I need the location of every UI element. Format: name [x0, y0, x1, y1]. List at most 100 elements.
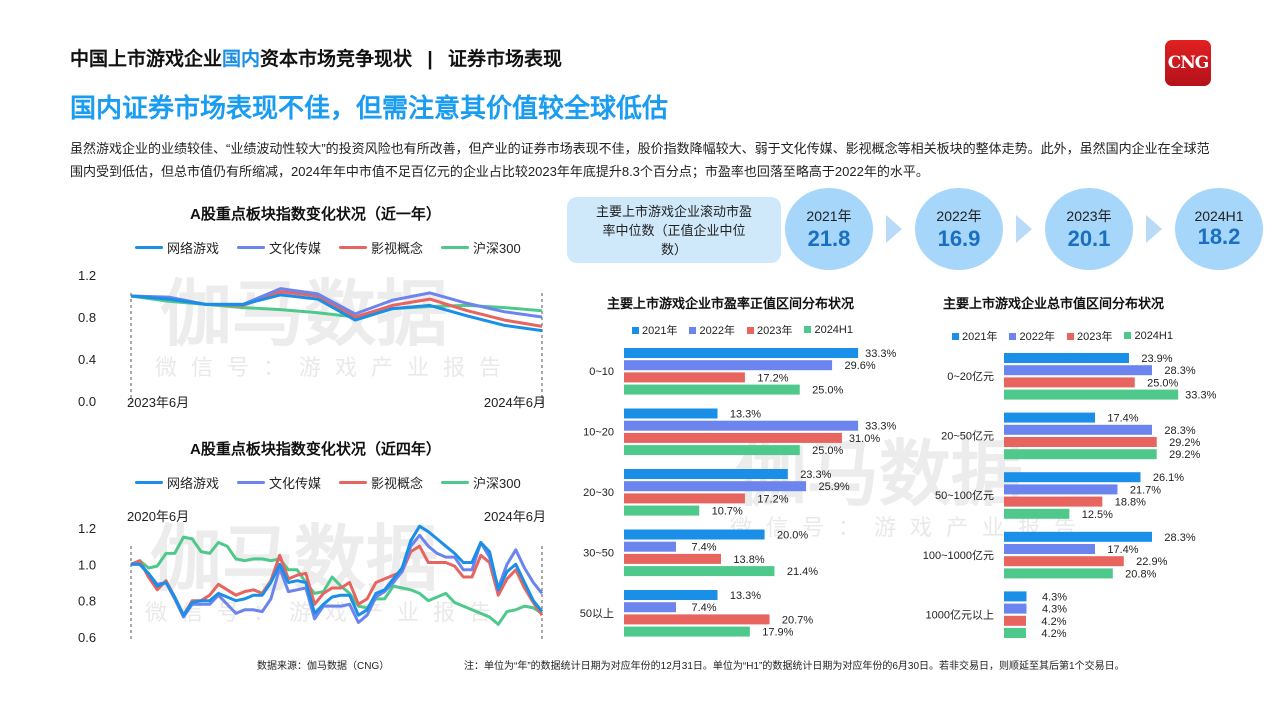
series-line-沪深300 [130, 535, 543, 626]
category-label: 20~50亿元 [941, 430, 994, 443]
bar-value-label: 26.1% [1153, 472, 1184, 484]
page-header: 中国上市游戏企业国内资本市场竞争现状 | 证券市场表现 [70, 44, 562, 71]
line-chart-2-legend: 网络游戏 文化传媒 影视概念 沪深300 [135, 473, 521, 492]
bar-2023年 [1004, 556, 1124, 567]
legend-label: 影视概念 [371, 476, 424, 491]
category-label: 10~20 [583, 427, 614, 439]
bar-2024H1 [624, 505, 700, 516]
bar-value-label: 4.2% [1041, 616, 1066, 628]
bar-2023年 [624, 432, 842, 443]
category-label: 20~30 [583, 487, 614, 499]
bar-value-label: 20.0% [777, 530, 808, 542]
bar-value-label: 20.8% [1125, 568, 1156, 580]
bar-value-label: 7.4% [691, 602, 716, 614]
arrow-right-icon [1016, 215, 1032, 243]
legend-item: 影视概念 [339, 473, 423, 492]
category-label: 50以上 [580, 607, 614, 620]
bar-value-label: 7.4% [691, 542, 716, 554]
bar-value-label: 25.9% [818, 481, 849, 493]
bar-value-label: 17.2% [757, 372, 788, 384]
bar-2022年 [624, 541, 677, 552]
bar-2024H1 [624, 384, 800, 395]
pe-year: 2021年 [806, 208, 852, 224]
legend-label: 2021年 [962, 331, 998, 343]
x-end-label: 2024年6月 [484, 509, 546, 524]
category-label: 0~20亿元 [947, 370, 994, 383]
bar-value-label: 10.7% [712, 506, 743, 518]
y-tick-label: 1.0 [78, 557, 96, 572]
bar-2021年 [1004, 412, 1096, 423]
pe-value: 21.8 [807, 226, 851, 251]
legend-label: 沪深300 [473, 476, 521, 491]
line-chart-2-title: A股重点板块指数变化状况（近四年） [190, 441, 441, 458]
bar-value-label: 22.9% [1136, 556, 1167, 568]
bar-chart-pe-title: 主要上市游戏企业市盈率正值区间分布状况 [607, 296, 855, 311]
bar-value-label: 17.9% [762, 627, 793, 639]
series-line-网络游戏 [131, 524, 544, 617]
series-line-网络游戏 [130, 293, 543, 333]
bar-2023年 [624, 493, 745, 504]
bar-2024H1 [1004, 389, 1179, 400]
category-label: 1000亿元以上 [926, 608, 994, 621]
legend-label: 文化传媒 [269, 476, 322, 491]
bar-2021年 [624, 469, 788, 479]
header-title-post: 资本市场竞争现状 [260, 49, 413, 70]
category-label: 50~100亿元 [935, 489, 994, 502]
bar-2021年 [1004, 472, 1141, 483]
bar-value-label: 25.0% [812, 445, 843, 457]
bar-value-label: 21.4% [787, 566, 818, 578]
bar-value-label: 25.0% [1147, 377, 1178, 389]
pe-median-2023: 2023年 20.1 [1045, 188, 1133, 270]
header-title-pre: 中国上市游戏企业 [70, 49, 223, 70]
bar-value-label: 20.7% [782, 614, 813, 626]
pe-value: 16.9 [937, 226, 981, 251]
x-start-label: 2020年6月 [127, 509, 189, 524]
bar-2021年 [1004, 531, 1153, 542]
bar-2021年 [624, 590, 718, 600]
bar-value-label: 28.3% [1164, 425, 1195, 437]
body-paragraph: 虽然游戏企业的业绩较佳、“业绩波动性较大”的投资风险也有所改善，但产业的证券市场… [70, 141, 1210, 179]
legend-item: 2024H1 [1124, 330, 1173, 342]
bar-2022年 [624, 420, 859, 431]
category-label: 0~10 [589, 366, 614, 378]
bar-chart-mv-legend: 2021年 2022年 2023年 2024H1 [952, 328, 1173, 344]
page-subtitle: 国内证券市场表现不佳，但需注意其价值较全球低估 [70, 93, 669, 123]
bar-2023年 [624, 372, 745, 383]
header-section: 证券市场表现 [447, 49, 562, 70]
bar-value-label: 28.3% [1164, 365, 1195, 377]
bar-2021年 [1004, 353, 1129, 363]
x-end-label: 2024年6月 [484, 395, 546, 410]
legend-item: 2024H1 [804, 324, 853, 336]
bar-value-label: 13.3% [730, 409, 761, 421]
category-label: 30~50 [583, 548, 614, 560]
legend-item: 影视概念 [339, 238, 423, 257]
bar-2024H1 [624, 626, 750, 637]
bar-value-label: 13.8% [733, 554, 764, 566]
y-tick-label: 1.2 [78, 268, 96, 283]
bar-value-label: 12.5% [1082, 509, 1113, 521]
legend-label: 2024H1 [814, 324, 853, 336]
pe-median-2024h1: 2024H1 18.2 [1175, 188, 1263, 270]
bar-2022年 [1004, 484, 1118, 495]
footnote: 注：单位为“年”的数据统计日期为对应年份的12月31日。单位为“H1”的数据统计… [464, 661, 1125, 672]
bar-value-label: 31.0% [849, 433, 880, 445]
legend-item: 网络游戏 [135, 473, 219, 492]
data-source: 数据来源：伽马数据（CNG） [257, 661, 390, 672]
legend-item: 沪深300 [441, 238, 521, 257]
legend-item: 2023年 [1066, 328, 1112, 344]
legend-item: 沪深300 [441, 473, 521, 492]
legend-label: 网络游戏 [167, 241, 220, 256]
y-tick-label: 0.4 [78, 352, 96, 367]
bar-value-label: 33.3% [865, 421, 896, 433]
bar-value-label: 23.3% [800, 469, 831, 481]
pe-median-label: 主要上市游戏企业滚动市盈率中位数（正值企业中位数） [595, 203, 752, 257]
category-label: 100~1000亿元 [923, 549, 994, 562]
bar-value-label: 33.3% [865, 348, 896, 360]
legend-item: 2022年 [1009, 328, 1055, 344]
bar-2021年 [624, 529, 765, 540]
legend-item: 2022年 [689, 322, 735, 338]
bar-2023年 [1004, 496, 1103, 507]
legend-item: 2021年 [952, 328, 997, 344]
line-chart-1-title: A股重点板块指数变化状况（近一年） [190, 206, 441, 223]
bar-2023年 [624, 614, 770, 625]
